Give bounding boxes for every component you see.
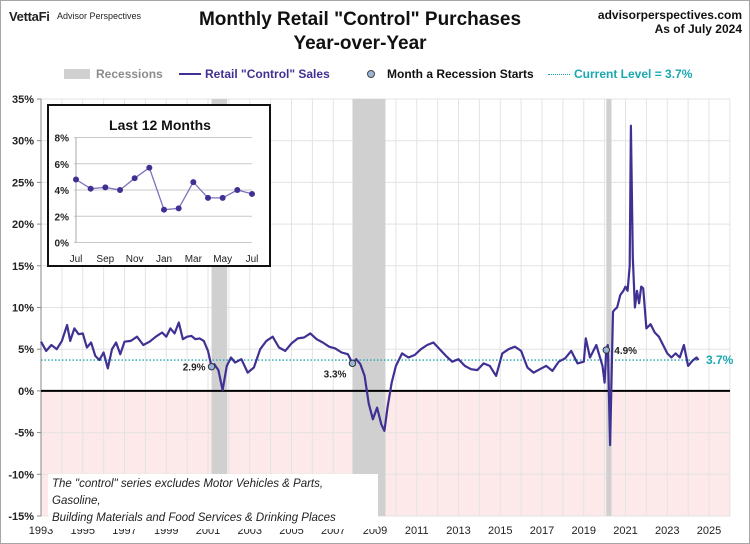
y-tick-label: 10% [12,303,34,315]
inset-x-tick-label: Jul [246,254,259,265]
site-url: advisorperspectives.com [597,8,742,22]
legend-series: Retail "Control" Sales [179,67,330,81]
inset-x-tick-label: Jul [70,254,83,265]
y-tick-label: 15% [12,261,34,273]
footnote: The "control" series excludes Motor Vehi… [48,474,378,529]
inset-data-point [219,194,226,201]
x-tick-label: 1993 [29,525,53,537]
inset-y-tick-label: 8% [55,134,70,145]
recession-start-label: 4.9% [614,346,637,357]
recession-start-label: 2.9% [183,363,206,374]
x-tick-label: 2021 [613,525,637,537]
inset-title: Last 12 Months [109,117,211,133]
y-tick-label: 0% [18,386,34,398]
inset-data-point [249,190,255,197]
legend-current-label: Current Level = 3.7% [574,67,693,81]
recession-start-marker [348,359,357,368]
line-swatch-icon [179,73,201,75]
inset-x-tick-label: Mar [185,254,203,265]
title-line-1: Monthly Retail "Control" Purchases [198,9,522,30]
inset-data-point [73,176,79,183]
legend-current: Current Level = 3.7% [548,67,692,81]
title-line-2: Year-over-Year [293,33,427,54]
inset-data-point [87,185,94,192]
y-tick-label: -15% [8,511,34,523]
source-info: advisorperspectives.com As of July 2024 [598,8,742,36]
marker-swatch-icon [367,70,375,78]
inset-data-point [205,194,211,201]
inset-x-tick-label: Jan [156,254,172,265]
series-line-retail-control [40,124,700,447]
legend-recession-start-label: Month a Recession Starts [387,67,534,81]
recession-band [352,99,386,516]
inset-data-point [146,164,153,171]
x-tick-label: 2017 [530,525,554,537]
x-tick-label: 2013 [446,525,470,537]
inset-x-tick-label: Sep [96,254,114,265]
y-tick-label: 35% [12,94,34,106]
recession-swatch-icon [64,69,90,79]
brand-subtitle: Advisor Perspectives [57,11,142,21]
y-tick-label: 20% [12,219,34,231]
legend-recession-start: Month a Recession Starts [367,67,534,81]
inset-y-tick-label: 4% [55,186,70,197]
x-tick-label: 2015 [488,525,512,537]
recession-start-marker [602,346,610,354]
recession-start-label: 3.3% [324,369,347,380]
inset-data-point [102,184,109,191]
x-tick-label: 2011 [405,525,429,537]
inset-x-tick-label: May [213,254,232,265]
inset-data-point [234,187,241,193]
y-tick-label: 25% [12,177,34,189]
inset-x-tick-label: Nov [126,254,144,265]
legend-recessions: Recessions [64,67,163,81]
dotted-swatch-icon [548,73,570,75]
chart-title: Monthly Retail "Control" Purchases Year-… [160,8,560,56]
inset-data-point [175,205,182,212]
legend-recessions-label: Recessions [96,67,163,81]
legend-series-label: Retail "Control" Sales [205,67,330,81]
inset-data-point [131,175,138,182]
current-level-label: 3.7% [706,353,734,367]
footnote-line-1: The "control" series excludes Motor Vehi… [52,478,324,507]
recession-start-marker [207,363,216,371]
x-tick-label: 2023 [655,525,679,537]
inset-data-point [117,187,123,193]
as-of-date: As of July 2024 [654,22,742,36]
inset-y-tick-label: 0% [55,239,70,250]
y-tick-label: 5% [18,344,34,356]
footnote-line-2: Building Materials and Food Services & D… [52,512,336,524]
y-tick-label: 30% [12,136,34,148]
inset-data-point [161,206,167,213]
x-tick-label: 2019 [572,525,596,537]
x-tick-label: 2025 [697,525,721,537]
y-tick-label: -5% [14,428,34,440]
inset-y-tick-label: 2% [55,212,70,223]
inset-y-tick-label: 6% [55,160,70,171]
inset-data-point [190,179,197,186]
recession-band [606,99,612,516]
legend: Recessions Retail "Control" Sales Month … [0,67,750,85]
brand-logo: VettaFi [9,9,50,24]
y-tick-label: -10% [8,469,34,481]
